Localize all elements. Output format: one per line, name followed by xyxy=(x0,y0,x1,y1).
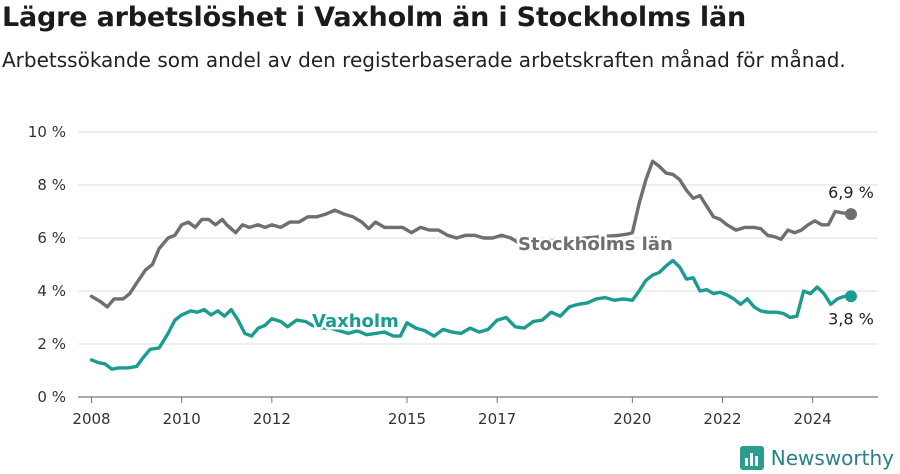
y-tick-label: 2 % xyxy=(37,335,66,353)
x-tick-label: 2022 xyxy=(703,410,741,428)
y-tick-label: 4 % xyxy=(37,282,66,300)
bar-chart-icon xyxy=(739,446,764,470)
x-tick-label: 2012 xyxy=(253,410,291,428)
x-tick-label: 2015 xyxy=(388,410,426,428)
series-name-halo: Stockholms län xyxy=(518,234,673,255)
series-end-label: 3,8 % xyxy=(828,309,874,328)
x-tick-label: 2008 xyxy=(72,410,110,428)
series-line-stockholms-lan xyxy=(89,159,853,309)
series-line-vaxholm xyxy=(89,258,853,371)
series-lines xyxy=(89,159,857,371)
x-tick-label: 2017 xyxy=(478,410,516,428)
x-tick-label: 2010 xyxy=(163,410,201,428)
chart-subtitle: Arbetssökande som andel av den registerb… xyxy=(2,48,846,72)
series-name-halo: Vaxholm xyxy=(312,311,399,332)
series-end-point xyxy=(844,208,857,221)
x-axis: 2008 2010 2012 2015 2017 2020 2022 2024 xyxy=(72,397,832,428)
series-name-label: Vaxholm xyxy=(312,311,399,332)
series-end-label: 6,9 % xyxy=(828,183,874,202)
chart-title: Lägre arbetslöshet i Vaxholm än i Stockh… xyxy=(2,2,747,33)
brand-name: Newsworthy xyxy=(770,446,894,470)
y-tick-label: 8 % xyxy=(37,176,66,194)
x-tick-label: 2020 xyxy=(613,410,651,428)
newsworthy-logo: Newsworthy xyxy=(739,446,894,470)
x-tick-label: 2024 xyxy=(794,410,832,428)
series-end-point xyxy=(844,290,857,303)
y-tick-label: 0 % xyxy=(37,388,66,406)
y-tick-label: 6 % xyxy=(37,229,66,247)
gridlines xyxy=(78,131,878,398)
y-tick-label: 10 % xyxy=(28,123,66,141)
series-name-label: Stockholms län xyxy=(518,234,673,255)
y-axis: 0 % 2 % 4 % 6 % 8 % 10 % xyxy=(28,123,66,406)
